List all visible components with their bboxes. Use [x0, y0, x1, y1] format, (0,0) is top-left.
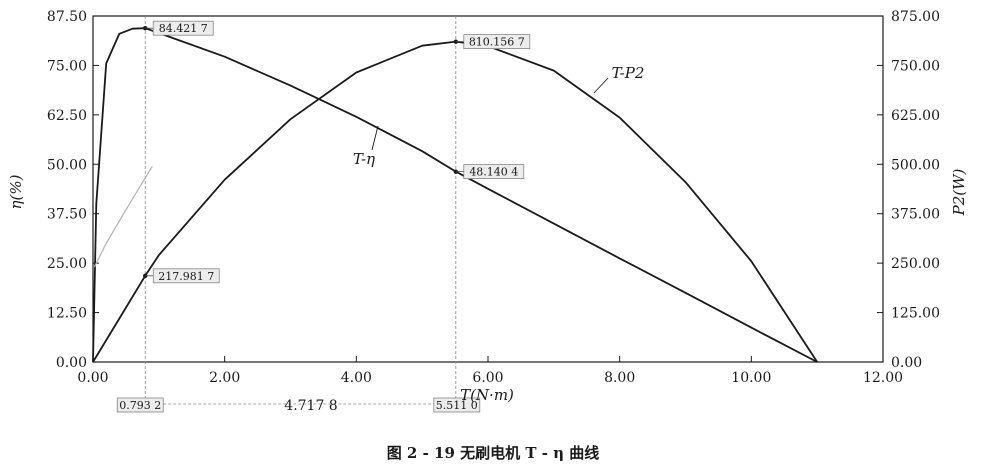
y-left-tick-label: 50.00	[47, 157, 87, 173]
x-tick-label: 2.00	[209, 370, 240, 386]
cursor-x-label-box	[116, 397, 164, 413]
y-left-tick-label: 75.00	[47, 58, 87, 74]
cursor-delta-label: 4.717 8	[284, 398, 337, 414]
marker-label: 48.140 4	[469, 166, 518, 179]
y-left-tick-label: 25.00	[47, 256, 87, 272]
cursor-x-label-box	[433, 397, 481, 413]
y-left-tick-label: 37.50	[47, 207, 87, 223]
cursor-x-label: 0.793 2	[119, 399, 161, 412]
x-tick-label: 0.00	[77, 370, 108, 386]
marker-label-box	[152, 268, 220, 284]
y-right-tick-label: 250.00	[891, 256, 940, 272]
y-left-tick-label: 12.50	[47, 306, 87, 322]
x-tick-label: 6.00	[472, 370, 503, 386]
marker-label-box	[463, 34, 531, 49]
y-right-tick-label: 625.00	[891, 108, 940, 124]
series-faint-line	[93, 165, 153, 268]
x-axis-label: T(N·m)	[460, 386, 514, 404]
figure-caption: 图 2 - 19 无刷电机 T - η 曲线	[387, 444, 600, 462]
y-right-tick-label: 750.00	[891, 58, 940, 74]
y-right-tick-label: 375.00	[891, 207, 940, 223]
x-tick-label: 10.00	[731, 370, 771, 386]
marker-label: 217.981 7	[158, 270, 214, 283]
marker-label-box	[463, 164, 525, 179]
y-left-tick-label: 0.00	[56, 355, 87, 371]
series-label-leader-t-p2	[593, 77, 609, 94]
marker-label-box	[152, 20, 214, 36]
y-left-tick-label: 87.50	[47, 9, 87, 25]
y-right-tick-label: 875.00	[891, 9, 940, 25]
series-t-p2-line	[92, 40, 818, 363]
y-axis-left-label: η(%)	[7, 174, 25, 209]
series-label-leader-t-eta	[371, 125, 379, 151]
x-tick-label: 8.00	[604, 370, 635, 386]
marker-label: 810.156 7	[469, 36, 525, 49]
x-tick-label: 4.00	[341, 370, 372, 386]
y-right-tick-label: 500.00	[891, 157, 940, 173]
x-tick-label: 12.00	[863, 370, 903, 386]
y-axis-right-label: P2(W)	[950, 168, 968, 216]
cursor-x-label: 5.511 0	[436, 399, 478, 412]
marker-label: 84.421 7	[159, 22, 208, 35]
series-t-eta-line	[92, 27, 818, 363]
y-left-tick-label: 62.50	[47, 108, 87, 124]
series-label-t-p2: T-P2	[612, 64, 645, 82]
series-label-t-eta: T-η	[353, 150, 375, 168]
y-right-tick-label: 125.00	[891, 306, 940, 322]
y-right-tick-label: 0.00	[891, 355, 922, 371]
